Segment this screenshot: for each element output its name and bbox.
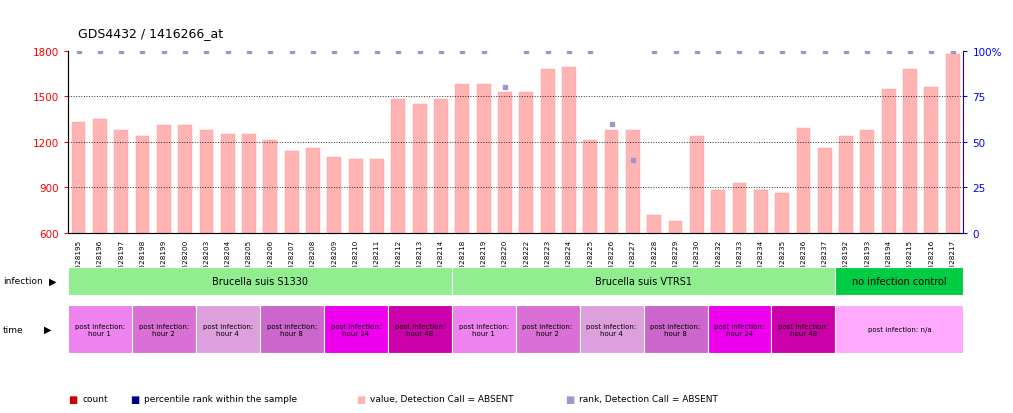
Bar <box>904 70 917 324</box>
Text: post infection:
hour 2: post infection: hour 2 <box>139 323 189 336</box>
Bar <box>583 141 598 324</box>
Text: ▶: ▶ <box>49 276 56 286</box>
Bar <box>348 159 363 324</box>
Bar <box>605 131 619 324</box>
Text: post infection:
hour 48: post infection: hour 48 <box>394 323 445 336</box>
Bar <box>579 306 643 353</box>
Text: Brucella suis VTRS1: Brucella suis VTRS1 <box>595 276 692 286</box>
Bar <box>562 68 575 324</box>
Bar <box>817 149 832 324</box>
Text: value, Detection Call = ABSENT: value, Detection Call = ABSENT <box>370 394 514 403</box>
Bar <box>200 131 214 324</box>
Bar <box>259 306 324 353</box>
Bar <box>178 126 192 324</box>
Bar <box>669 221 683 324</box>
Text: post infection:
hour 1: post infection: hour 1 <box>75 323 125 336</box>
Bar <box>157 126 171 324</box>
Bar <box>690 136 704 324</box>
Text: percentile rank within the sample: percentile rank within the sample <box>144 394 297 403</box>
Bar <box>196 306 259 353</box>
Bar <box>772 306 836 353</box>
Bar <box>754 191 768 324</box>
Bar <box>136 136 150 324</box>
Bar <box>452 267 836 295</box>
Bar <box>520 93 533 324</box>
Bar <box>456 85 469 324</box>
Bar <box>516 306 579 353</box>
Text: ■: ■ <box>68 394 77 404</box>
Text: post infection:
hour 4: post infection: hour 4 <box>587 323 637 336</box>
Bar <box>285 152 299 324</box>
Bar <box>732 183 747 324</box>
Bar <box>242 135 256 324</box>
Text: rank, Detection Call = ABSENT: rank, Detection Call = ABSENT <box>578 394 717 403</box>
Bar <box>132 306 196 353</box>
Bar <box>263 141 278 324</box>
Text: count: count <box>82 394 107 403</box>
Bar <box>775 194 789 324</box>
Bar <box>221 135 235 324</box>
Bar <box>114 131 128 324</box>
Bar <box>324 306 388 353</box>
Bar <box>306 149 320 324</box>
Bar <box>707 306 772 353</box>
Bar <box>72 123 85 324</box>
Text: post infection:
hour 8: post infection: hour 8 <box>650 323 701 336</box>
Text: no infection control: no infection control <box>852 276 947 286</box>
Text: ■: ■ <box>130 394 139 404</box>
Bar <box>68 306 132 353</box>
Bar <box>434 100 448 324</box>
Text: GDS4432 / 1416266_at: GDS4432 / 1416266_at <box>78 27 223 40</box>
Text: ■: ■ <box>564 394 574 404</box>
Bar <box>477 85 490 324</box>
Bar <box>370 159 384 324</box>
Bar <box>946 55 959 324</box>
Bar <box>925 88 938 324</box>
Bar <box>647 215 661 324</box>
Text: post infection:
hour 1: post infection: hour 1 <box>459 323 509 336</box>
Bar <box>711 191 725 324</box>
Bar <box>541 70 554 324</box>
Bar <box>836 306 963 353</box>
Text: ■: ■ <box>356 394 366 404</box>
Text: time: time <box>3 325 23 334</box>
Text: post infection:
hour 2: post infection: hour 2 <box>523 323 572 336</box>
Text: post infection:
hour 8: post infection: hour 8 <box>266 323 317 336</box>
Bar <box>388 306 452 353</box>
Bar <box>643 306 707 353</box>
Bar <box>412 104 426 324</box>
Bar <box>452 306 516 353</box>
Bar <box>327 158 341 324</box>
Bar <box>391 100 405 324</box>
Bar <box>796 129 810 324</box>
Text: post infection: n/a: post infection: n/a <box>867 326 931 332</box>
Bar <box>498 93 512 324</box>
Bar <box>93 120 106 324</box>
Bar <box>860 131 874 324</box>
Text: post infection:
hour 4: post infection: hour 4 <box>203 323 253 336</box>
Bar <box>836 267 963 295</box>
Text: post infection:
hour 48: post infection: hour 48 <box>778 323 829 336</box>
Bar <box>839 136 853 324</box>
Text: ▶: ▶ <box>44 324 51 335</box>
Text: post infection:
hour 24: post infection: hour 24 <box>330 323 381 336</box>
Text: post infection:
hour 24: post infection: hour 24 <box>714 323 765 336</box>
Text: infection: infection <box>3 277 43 286</box>
Bar <box>68 267 452 295</box>
Bar <box>881 90 895 324</box>
Text: Brucella suis S1330: Brucella suis S1330 <box>212 276 308 286</box>
Bar <box>626 131 640 324</box>
